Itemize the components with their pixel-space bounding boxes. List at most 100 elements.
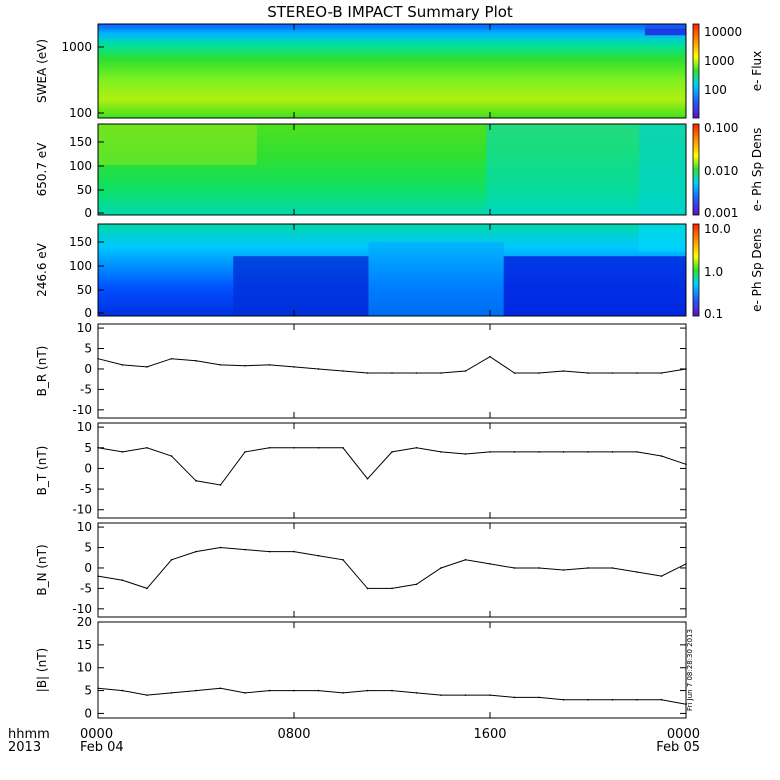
data-point: [97, 575, 99, 577]
data-point: [293, 366, 295, 368]
panel-frame: [97, 123, 687, 216]
colorbar: [692, 23, 700, 119]
data-point: [611, 451, 614, 453]
data-point: [146, 446, 148, 449]
data-point: [538, 451, 540, 453]
data-point: [611, 372, 614, 374]
x-date-label: Feb 04: [80, 740, 124, 755]
y-tick-label: 150: [69, 235, 92, 249]
data-point: [685, 368, 687, 370]
data-point: [513, 567, 516, 569]
data-point: [513, 696, 516, 699]
data-point: [293, 446, 295, 449]
data-point: [97, 357, 99, 360]
data-point: [195, 689, 197, 692]
y-axis-label: SWEA (eV): [35, 39, 49, 103]
y-tick-label: 10: [77, 420, 92, 434]
y-axis-label: B_N (nT): [35, 544, 49, 595]
data-point: [562, 451, 565, 453]
heatmap-region: [233, 256, 369, 316]
y-tick-label: 15: [77, 638, 92, 652]
x-tick-label: 0800: [277, 727, 310, 742]
y-axis-label: 246.6 eV: [35, 242, 49, 297]
data-point: [538, 567, 540, 569]
data-point: [464, 453, 467, 455]
data-point: [440, 451, 442, 453]
data-point: [195, 480, 197, 482]
y-tick-label: 5: [84, 441, 92, 455]
data-point: [415, 446, 418, 449]
heatmap-region: [638, 124, 686, 215]
data-point: [513, 451, 516, 453]
y-axis-label: |B| (nT): [35, 648, 49, 692]
data-point: [244, 364, 246, 367]
colorbar-label: e- Flux: [750, 51, 764, 91]
data-point: [342, 558, 344, 561]
data-point: [170, 455, 173, 457]
colorbar-tick-label: 10.0: [704, 222, 731, 236]
data-point: [636, 698, 638, 701]
data-point: [293, 550, 295, 553]
data-point: [636, 451, 638, 453]
y-tick-label: 0: [84, 706, 92, 720]
panel-frame: [97, 223, 687, 317]
heatmap-region: [368, 242, 504, 316]
y-axis-label: B_R (nT): [35, 346, 49, 397]
data-point: [464, 558, 467, 561]
y-tick-label: 10: [77, 321, 92, 335]
y-tick-label: 100: [69, 159, 92, 173]
data-point: [538, 372, 540, 374]
heatmap-region: [98, 124, 257, 165]
x-tick-label: 0000: [667, 727, 700, 742]
data-point: [685, 703, 687, 706]
colorbar-label: e- Ph Sp Dens: [750, 228, 764, 312]
data-point: [391, 689, 393, 692]
timestamp: Fri Jun 7 08:28:30 2013: [686, 629, 694, 711]
data-point: [660, 455, 663, 457]
data-point: [489, 563, 491, 565]
data-point: [562, 698, 565, 701]
x-date-label: Feb 05: [656, 740, 700, 755]
y-tick-label: 50: [77, 283, 92, 297]
data-point: [342, 446, 344, 449]
data-point: [587, 567, 589, 569]
data-point: [146, 694, 148, 696]
data-point: [489, 451, 491, 453]
data-point: [415, 583, 418, 586]
data-point: [440, 694, 442, 696]
data-point: [219, 687, 222, 690]
y-axis-label: 650.7 eV: [35, 142, 49, 197]
data-point: [170, 357, 173, 360]
data-point: [660, 372, 663, 374]
y-tick-label: 100: [69, 259, 92, 273]
colorbar-tick-label: 0.001: [704, 206, 738, 220]
panel-frame: [97, 422, 687, 519]
data-point: [391, 587, 393, 590]
panel-frame: [97, 23, 687, 119]
data-point: [366, 689, 369, 692]
data-point: [587, 372, 589, 374]
panel-frame: [97, 323, 687, 419]
data-point: [121, 579, 124, 582]
y-tick-label: -10: [72, 403, 92, 417]
y-tick-label: 0: [84, 306, 92, 320]
data-point: [611, 698, 614, 701]
data-point: [268, 446, 271, 449]
data-point: [391, 372, 393, 374]
data-point: [489, 355, 491, 358]
colorbar: [692, 123, 700, 216]
heatmap-region: [638, 224, 686, 252]
year-label: 2013: [8, 740, 41, 755]
data-point: [366, 372, 369, 374]
data-point: [440, 567, 442, 569]
colorbar-label: e- Ph Sp Dens: [750, 128, 764, 212]
data-point: [587, 451, 589, 453]
data-point: [342, 692, 344, 694]
y-tick-label: 1000: [61, 40, 92, 54]
data-point: [317, 689, 320, 692]
data-point: [268, 364, 271, 366]
data-point: [685, 563, 687, 565]
colorbar-tick-label: 1000: [704, 54, 735, 68]
data-point: [660, 698, 663, 701]
